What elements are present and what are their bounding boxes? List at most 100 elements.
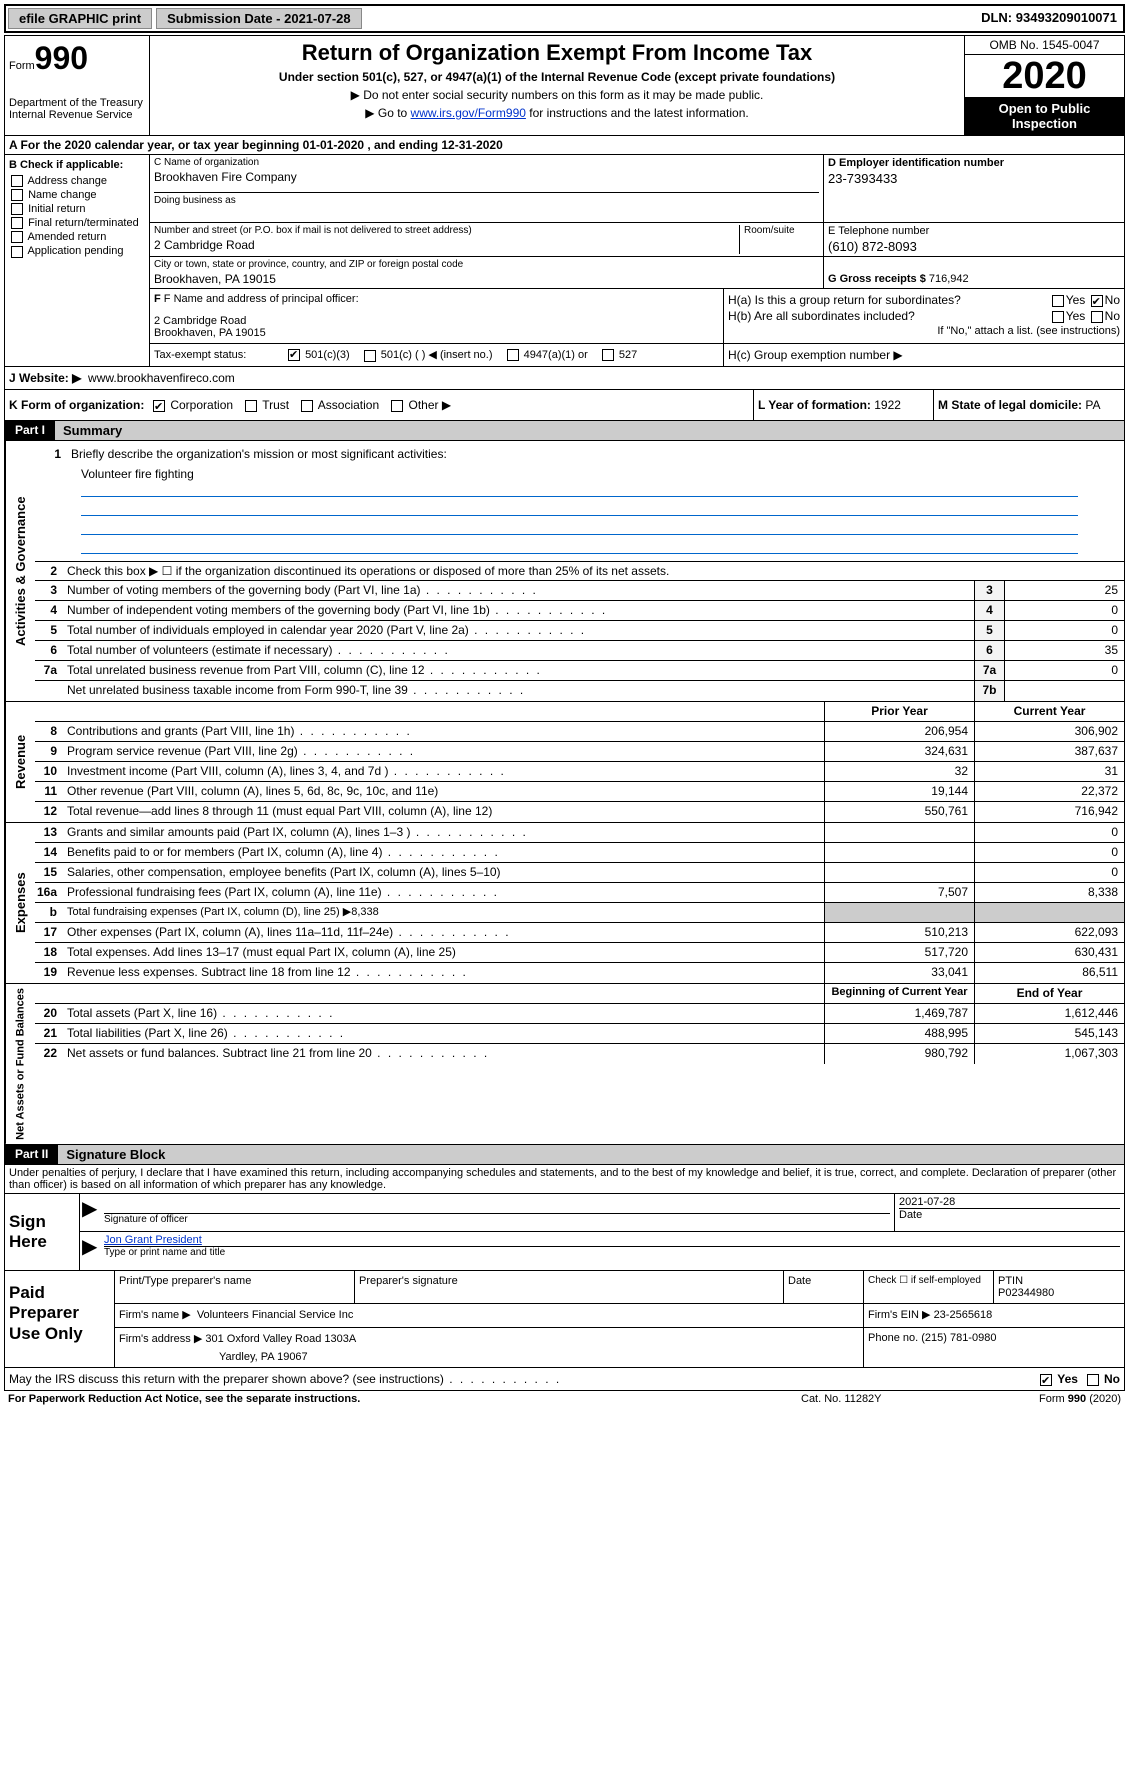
period-row: A For the 2020 calendar year, or tax yea…: [4, 136, 1125, 155]
subdate-label: Submission Date -: [167, 11, 284, 26]
gross-label: G Gross receipts $: [828, 273, 929, 285]
chk-other[interactable]: Other ▶: [389, 398, 451, 412]
part2-bar: Part II Signature Block: [4, 1145, 1125, 1165]
note-ssn: ▶ Do not enter social security numbers o…: [154, 88, 960, 102]
r12p: 550,761: [824, 802, 974, 822]
chk-527[interactable]: 527: [600, 349, 637, 361]
tax-year: 2020: [965, 55, 1124, 97]
self-employed: Check ☐ if self-employed: [864, 1271, 994, 1303]
h-b: H(b) Are all subordinates included?Yes N…: [728, 309, 1120, 323]
part1-title: Summary: [55, 421, 1124, 440]
irs-link[interactable]: www.irs.gov/Form990: [411, 106, 526, 120]
discuss-row: May the IRS discuss this return with the…: [4, 1368, 1125, 1391]
firm-name: Volunteers Financial Service Inc: [197, 1309, 354, 1321]
val6: 35: [1004, 641, 1124, 660]
discuss-text: May the IRS discuss this return with the…: [9, 1372, 1038, 1386]
chk-501c3[interactable]: 501(c)(3): [286, 349, 350, 361]
ptin-label: PTIN: [998, 1275, 1120, 1287]
prep-phone: (215) 781-0980: [921, 1332, 996, 1344]
chk-initial[interactable]: Initial return: [9, 203, 145, 215]
gross-value: 716,942: [929, 273, 969, 285]
phone-label: E Telephone number: [828, 225, 1120, 237]
part1-label: Part I: [5, 421, 55, 440]
arrow-icon: ▶: [80, 1194, 100, 1231]
k-label: K Form of organization:: [9, 398, 144, 412]
tax-status-label: Tax-exempt status:: [154, 349, 274, 361]
n22p: 980,792: [824, 1044, 974, 1064]
type-name-label: Type or print name and title: [104, 1247, 1120, 1258]
line8: Contributions and grants (Part VIII, lin…: [63, 722, 824, 741]
discuss-yes[interactable]: [1040, 1374, 1052, 1386]
klm-row: K Form of organization: Corporation Trus…: [4, 390, 1125, 421]
chk-assoc[interactable]: Association: [299, 398, 379, 412]
chk-app-pending[interactable]: Application pending: [9, 245, 145, 257]
val7b: [1004, 681, 1124, 701]
officer-addr1: 2 Cambridge Road: [154, 315, 719, 327]
chk-address[interactable]: Address change: [9, 175, 145, 187]
side-revenue: Revenue: [5, 702, 35, 822]
prior-year-hdr: Prior Year: [824, 702, 974, 721]
chk-amended[interactable]: Amended return: [9, 231, 145, 243]
line5: Total number of individuals employed in …: [63, 621, 974, 640]
line10: Investment income (Part VIII, column (A)…: [63, 762, 824, 781]
chk-name[interactable]: Name change: [9, 189, 145, 201]
ptin-value: P02344980: [998, 1287, 1120, 1299]
e14c: 0: [974, 843, 1124, 862]
ein-value: 23-7393433: [828, 171, 1120, 186]
state-domicile: M State of legal domicile: PA: [934, 390, 1124, 420]
line14: Benefits paid to or for members (Part IX…: [63, 843, 824, 862]
firm-addr2: Yardley, PA 19067: [219, 1351, 859, 1363]
r11c: 22,372: [974, 782, 1124, 801]
line19: Revenue less expenses. Subtract line 18 …: [63, 963, 824, 983]
dept-label: Department of the Treasury Internal Reve…: [9, 97, 145, 121]
officer-name-link[interactable]: Jon Grant President: [104, 1234, 202, 1246]
val5: 0: [1004, 621, 1124, 640]
line2: Check this box ▶ ☐ if the organization d…: [63, 562, 1124, 580]
part2-label: Part II: [5, 1145, 58, 1164]
val4: 0: [1004, 601, 1124, 620]
chk-corp[interactable]: Corporation: [151, 398, 233, 412]
chk-final[interactable]: Final return/terminated: [9, 217, 145, 229]
signature-section: Under penalties of perjury, I declare th…: [4, 1165, 1125, 1368]
website-row: J Website: ▶ www.brookhavenfireco.com: [4, 367, 1125, 390]
r10p: 32: [824, 762, 974, 781]
line3: Number of voting members of the governin…: [63, 581, 974, 600]
open-public-badge: Open to Public Inspection: [965, 97, 1124, 135]
officer-addr2: Brookhaven, PA 19015: [154, 327, 719, 339]
mission-text: Volunteer fire fighting: [81, 467, 1078, 481]
org-name: Brookhaven Fire Company: [154, 170, 819, 184]
sig-date: 2021-07-28: [899, 1196, 1120, 1208]
eoy-hdr: End of Year: [974, 984, 1124, 1003]
efile-button[interactable]: efile GRAPHIC print: [8, 8, 152, 29]
line11: Other revenue (Part VIII, column (A), li…: [63, 782, 824, 801]
discuss-no[interactable]: [1087, 1374, 1099, 1386]
netassets-section: Net Assets or Fund Balances Beginning of…: [4, 984, 1125, 1145]
chk-501c[interactable]: 501(c) ( ) ◀ (insert no.): [362, 348, 493, 361]
r8c: 306,902: [974, 722, 1124, 741]
submission-date-button[interactable]: Submission Date - 2021-07-28: [156, 8, 362, 29]
part2-title: Signature Block: [58, 1145, 1124, 1164]
perjury-text: Under penalties of perjury, I declare th…: [5, 1165, 1124, 1194]
addr-value: 2 Cambridge Road: [154, 238, 739, 252]
governance-section: Activities & Governance 1Briefly describ…: [4, 441, 1125, 702]
form-header: Form990 Department of the Treasury Inter…: [4, 35, 1125, 136]
city-value: Brookhaven, PA 19015: [154, 272, 819, 286]
website-value: www.brookhavenfireco.com: [88, 371, 235, 385]
prep-name-label: Print/Type preparer's name: [115, 1271, 355, 1303]
line1-desc: Briefly describe the organization's miss…: [67, 445, 1120, 463]
chk-4947[interactable]: 4947(a)(1) or: [505, 349, 588, 361]
side-governance: Activities & Governance: [5, 441, 35, 701]
e15p: [824, 863, 974, 882]
revenue-section: Revenue Prior YearCurrent Year 8Contribu…: [4, 702, 1125, 823]
line16a: Professional fundraising fees (Part IX, …: [63, 883, 824, 902]
date-label: Date: [899, 1208, 1120, 1221]
line13: Grants and similar amounts paid (Part IX…: [63, 823, 824, 842]
h-c: H(c) Group exemption number ▶: [728, 348, 1120, 362]
chk-trust[interactable]: Trust: [243, 398, 289, 412]
firm-addr-label: Firm's address ▶: [119, 1333, 202, 1345]
ein-label: D Employer identification number: [828, 157, 1120, 169]
e13p: [824, 823, 974, 842]
line16b: Total fundraising expenses (Part IX, col…: [63, 903, 824, 922]
year-formation: L Year of formation: 1922: [754, 390, 934, 420]
n20p: 1,469,787: [824, 1004, 974, 1023]
